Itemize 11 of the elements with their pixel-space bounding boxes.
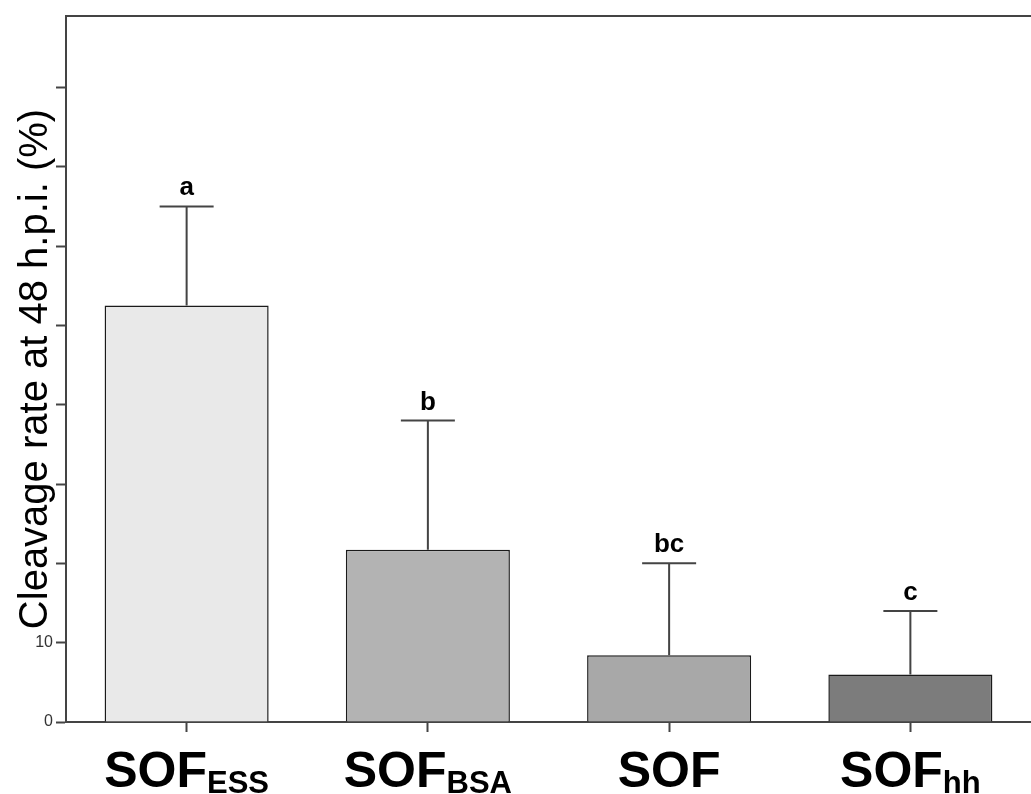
y-tick-label: 10 xyxy=(35,633,54,651)
annotation: c xyxy=(903,575,918,606)
y-tick-label: 0 xyxy=(44,712,54,730)
y-axis-title: Cleavage rate at 48 h.p.i. (%) xyxy=(11,108,56,630)
x-tick-label: SOF$_{BSA}$ xyxy=(343,742,512,794)
x-tick-label: SOF$_{ESS}$ xyxy=(104,742,270,794)
x-tick-label: SOF xyxy=(617,742,721,794)
annotation: bc xyxy=(653,528,685,559)
x-tick-label: SOF$_{hh}$ xyxy=(840,742,981,794)
annotation: a xyxy=(179,171,195,202)
annotation: b xyxy=(419,385,436,416)
